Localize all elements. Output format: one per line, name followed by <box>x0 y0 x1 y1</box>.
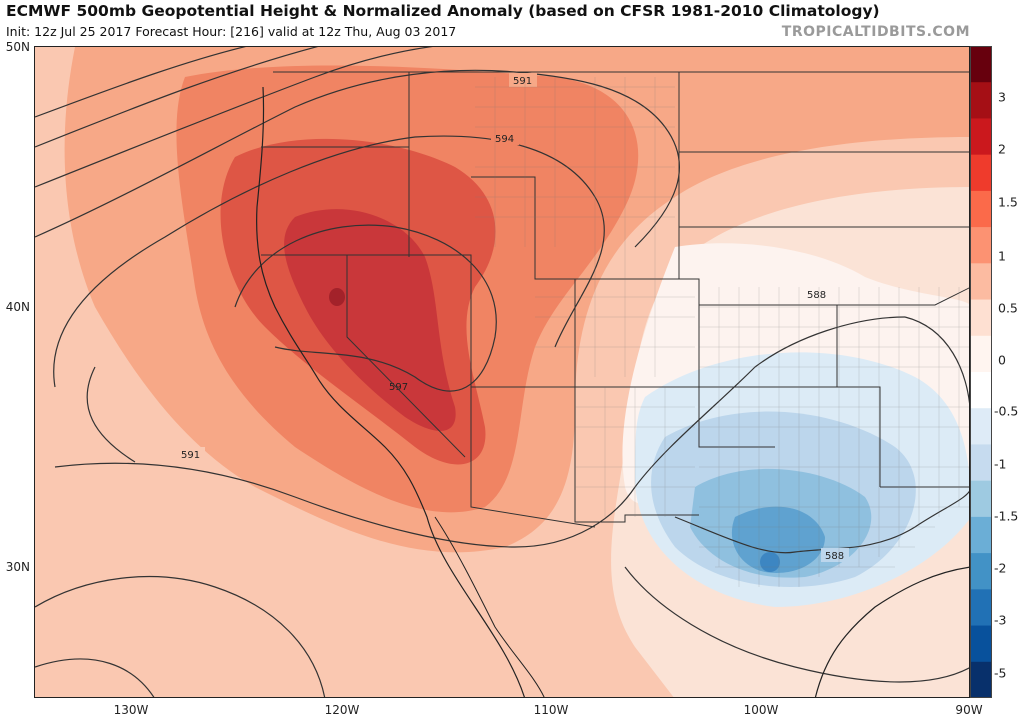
chart-subtitle: Init: 12z Jul 25 2017 Forecast Hour: [21… <box>6 24 457 39</box>
colorbar-tick-neg-2: -2 <box>994 560 1007 576</box>
colorbar-tick-neg-1-5: -1.5 <box>994 508 1019 524</box>
colorbar-tick-1-5: 1.5 <box>998 194 1018 210</box>
anomaly-band-neg-2 <box>731 506 825 573</box>
colorbar-tick-3: 3 <box>998 89 1006 105</box>
contour-label-591-west: 591 <box>181 450 200 461</box>
colorbar-swatch <box>970 227 992 264</box>
colorbar-swatch <box>970 82 992 120</box>
colorbar-swatch <box>970 661 992 699</box>
colorbar-swatch <box>970 190 992 228</box>
chart-title: ECMWF 500mb Geopotential Height & Normal… <box>6 2 880 20</box>
colorbar-swatch <box>970 516 992 554</box>
colorbar-swatch <box>970 263 992 301</box>
colorbar-swatches <box>970 46 992 699</box>
lon-label-110w: 110W <box>533 703 569 717</box>
colorbar-tick-neg-0-5: -0.5 <box>994 403 1019 419</box>
anomaly-max-spot <box>329 288 345 306</box>
lon-label-130w: 130W <box>113 703 149 717</box>
contour-label-588-south: 588 <box>825 551 844 562</box>
contour-label-bg-591-north <box>509 73 537 87</box>
county-borders <box>475 77 969 587</box>
lon-label-120w: 120W <box>324 703 360 717</box>
contour-label-bg-591-west <box>177 447 205 461</box>
west-coastline <box>256 86 525 697</box>
colorbar-swatch <box>970 118 992 156</box>
state-borders <box>261 71 969 528</box>
colorbar-tick-1: 1 <box>998 248 1006 264</box>
gulf-coastline <box>814 566 969 697</box>
colorbar-tick-neg-5: -5 <box>994 665 1007 681</box>
lon-label-90w: 90W <box>955 703 983 717</box>
height-contours <box>35 47 969 697</box>
colorbar-swatch <box>970 408 992 446</box>
colorbar-swatch <box>970 154 992 192</box>
contour-label-bg-588-south <box>821 548 849 562</box>
colorbar-tick-0-5: 0.5 <box>998 300 1018 316</box>
contour-label-bg-594 <box>491 131 519 145</box>
colorbar-swatch <box>970 46 992 83</box>
colorbar-swatch <box>970 299 992 337</box>
colorbar-swatch <box>970 480 992 518</box>
colorbar-swatch <box>970 553 992 590</box>
lon-label-100w: 100W <box>743 703 779 717</box>
contour-label-594: 594 <box>495 134 514 145</box>
contour-label-597: 597 <box>389 382 408 393</box>
colorbar <box>970 46 992 699</box>
colorbar-tick-neg-1: -1 <box>994 456 1007 472</box>
lat-label-40n: 40N <box>5 300 30 314</box>
colorbar-swatch <box>970 372 992 409</box>
colorbar-border <box>970 46 992 698</box>
anomaly-min-spot <box>760 552 780 572</box>
colorbar-swatch <box>970 444 992 482</box>
anomaly-map: 591 594 597 588 591 588 <box>34 46 970 698</box>
lat-label-50n: 50N <box>5 40 30 54</box>
brand-watermark: TROPICALTIDBITS.COM <box>781 24 970 40</box>
colorbar-tick-2: 2 <box>998 141 1006 157</box>
colorbar-swatch <box>970 335 992 373</box>
contour-label-588-north: 588 <box>807 290 826 301</box>
colorbar-tick-0: 0 <box>998 352 1006 368</box>
colorbar-swatch <box>970 589 992 627</box>
contour-label-bg-588-north <box>803 287 831 301</box>
lat-label-30n: 30N <box>5 560 30 574</box>
colorbar-tick-neg-3: -3 <box>994 612 1007 628</box>
colorbar-swatch <box>970 625 992 663</box>
contour-label-591-north: 591 <box>513 76 532 87</box>
contour-labels: 591 594 597 588 591 588 <box>177 73 849 562</box>
baja-coastline <box>434 516 545 697</box>
